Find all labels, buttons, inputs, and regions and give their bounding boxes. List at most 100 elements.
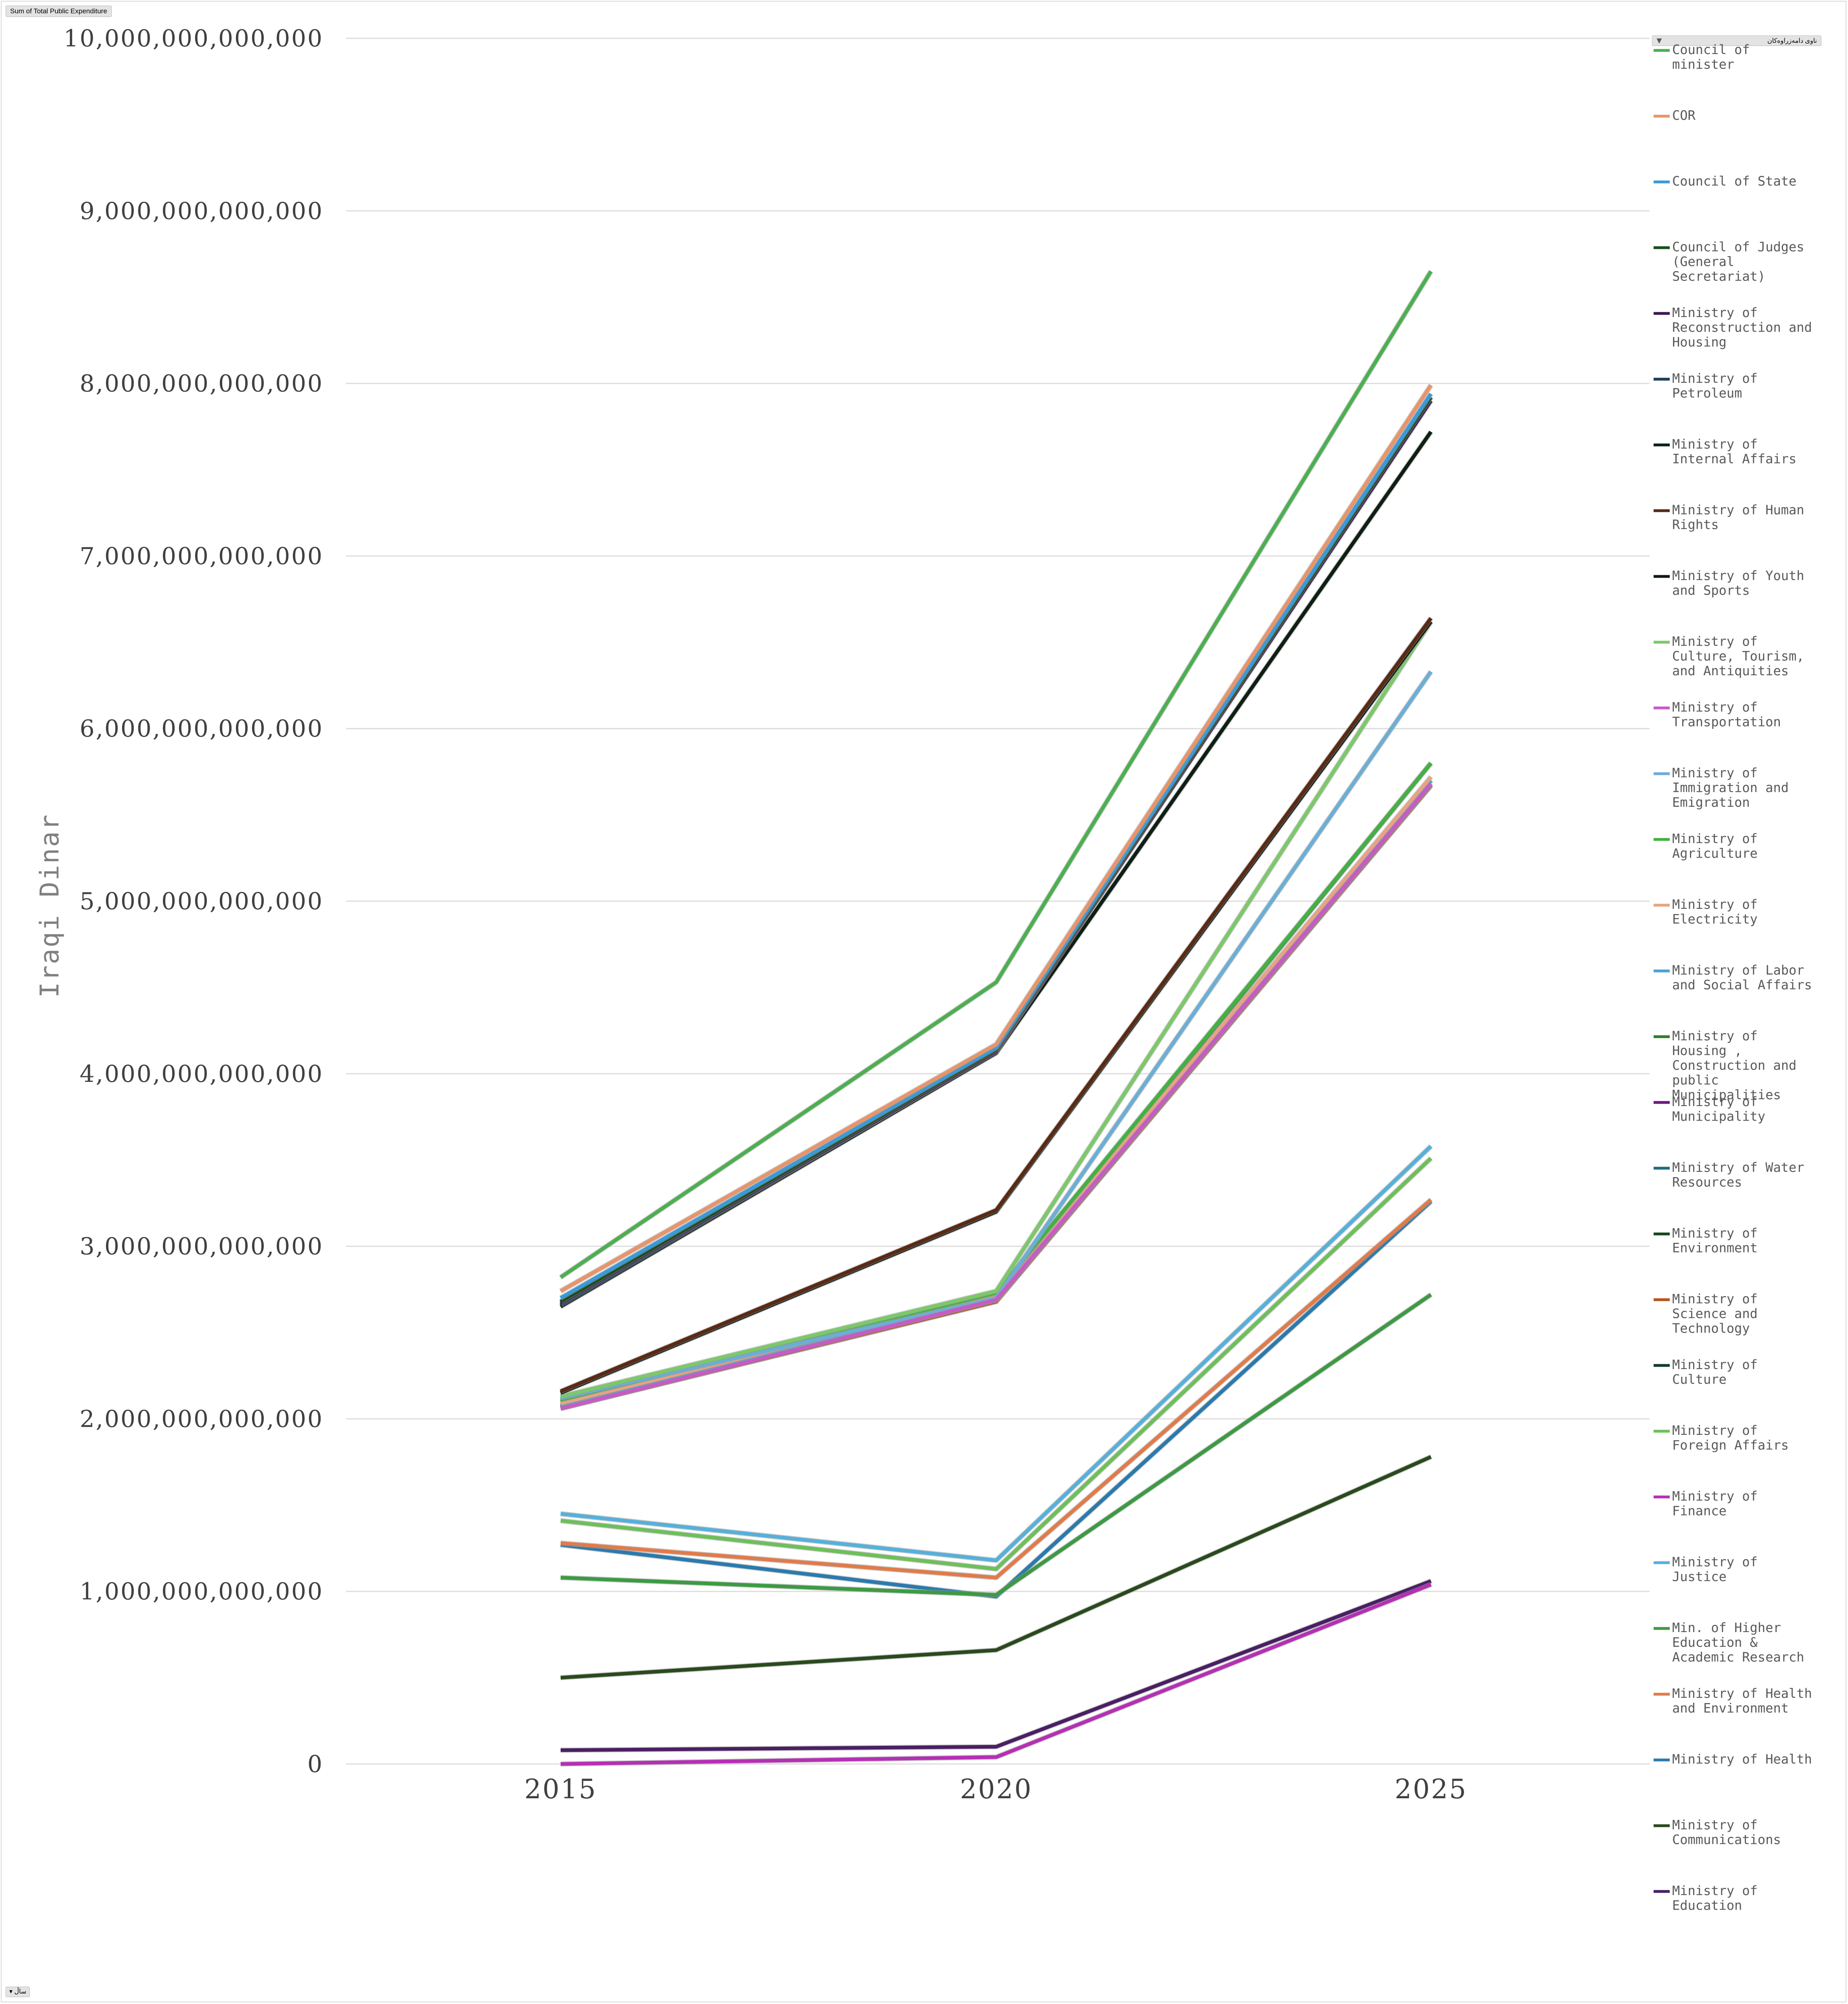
- y-tick-label: 1,000,000,000,000: [80, 1578, 323, 1605]
- legend-label: Ministry of Petroleum: [1672, 371, 1758, 401]
- legend-item[interactable]: Ministry of Municipality: [1654, 1094, 1765, 1124]
- legend-label: Council of Judges (General Secretariat): [1672, 239, 1804, 284]
- legend-label: Ministry of Agriculture: [1672, 831, 1758, 861]
- legend-field-label: ناوی دامەزراوەکان: [1767, 38, 1817, 44]
- axis-field-label: ساڵ: [14, 1988, 27, 1995]
- series-line-shadow: [560, 775, 1433, 1406]
- x-tick-label: 2020: [960, 1774, 1032, 1805]
- y-tick-label: 7,000,000,000,000: [80, 542, 323, 570]
- series-line[interactable]: [559, 396, 1433, 1303]
- series-line[interactable]: [559, 270, 1433, 1279]
- series-line[interactable]: [560, 1579, 1432, 1752]
- legend-label: Ministry of Reconstruction and Housing: [1672, 305, 1812, 350]
- legend-item[interactable]: Ministry of Water Resources: [1654, 1160, 1804, 1190]
- legend-label: Ministry of Education: [1672, 1883, 1758, 1913]
- series-line[interactable]: [560, 1145, 1433, 1562]
- filter-icon[interactable]: ▼: [1655, 35, 1664, 46]
- series-line[interactable]: [559, 430, 1433, 1309]
- series-line-shadow: [559, 270, 1433, 1280]
- series-line[interactable]: [560, 1455, 1432, 1680]
- series-line[interactable]: [559, 392, 1433, 1300]
- legend-item[interactable]: Ministry of Agriculture: [1654, 831, 1758, 861]
- legend-label: Ministry of Foreign Affairs: [1672, 1423, 1789, 1453]
- y-tick-label: 10,000,000,000,000: [64, 25, 323, 52]
- legend-item[interactable]: Ministry of Justice: [1654, 1554, 1758, 1584]
- gridlines: [346, 38, 1650, 1765]
- legend-item[interactable]: Ministry of Electricity: [1654, 897, 1758, 927]
- legend-item[interactable]: Ministry of Human Rights: [1654, 502, 1804, 532]
- series-line[interactable]: [560, 620, 1433, 1399]
- legend-item[interactable]: Ministry of Health and Environment: [1654, 1686, 1812, 1716]
- legend-item[interactable]: Ministry of Health: [1654, 1751, 1812, 1767]
- series-line-shadow: [559, 396, 1433, 1304]
- legend-item[interactable]: Ministry of Reconstruction and Housing: [1654, 305, 1812, 350]
- series-line-shadow: [559, 392, 1433, 1301]
- values-field-button[interactable]: Sum of Total Public Expenditure: [6, 6, 112, 17]
- legend-item[interactable]: Ministry of Immigration and Emigration: [1654, 765, 1789, 810]
- legend-field-button[interactable]: ▼ ناوی دامەزراوەکان: [1652, 35, 1821, 46]
- legend-label: Ministry of Water Resources: [1672, 1160, 1804, 1190]
- series-line[interactable]: [560, 776, 1433, 1405]
- legend-item[interactable]: Council of State: [1654, 173, 1796, 189]
- y-tick-label: 6,000,000,000,000: [80, 715, 323, 742]
- series-line-shadow: [559, 616, 1433, 1394]
- series-line-shadow: [559, 620, 1433, 1396]
- axis-field-button[interactable]: ▾ ساڵ: [6, 1987, 30, 1997]
- series-line[interactable]: [560, 620, 1433, 1395]
- series-line[interactable]: [559, 384, 1433, 1293]
- series-line[interactable]: [560, 1157, 1433, 1571]
- series-line[interactable]: [560, 617, 1433, 1393]
- legend-item[interactable]: Ministry of Internal Affairs: [1654, 436, 1796, 467]
- legend-item[interactable]: COR: [1654, 108, 1696, 123]
- legend-item[interactable]: Ministry of Finance: [1654, 1488, 1758, 1519]
- series-line-shadow: [559, 384, 1433, 1294]
- legend-item[interactable]: Ministry of Environment: [1654, 1225, 1758, 1256]
- legend-item[interactable]: Council of minister: [1654, 42, 1750, 72]
- legend-label: Ministry of Immigration and Emigration: [1672, 765, 1789, 810]
- legend-item[interactable]: Ministry of Communications: [1654, 1817, 1781, 1847]
- series-line[interactable]: [560, 1293, 1432, 1597]
- y-tick-label: 4,000,000,000,000: [80, 1060, 323, 1088]
- y-tick-label: 0: [307, 1750, 323, 1778]
- series-line[interactable]: [560, 1582, 1432, 1766]
- series-line-shadow: [560, 1578, 1432, 1753]
- legend-item[interactable]: Ministry of Education: [1654, 1883, 1758, 1913]
- legend-label: Ministry of Human Rights: [1672, 502, 1804, 532]
- axis-field-arrow-icon: ▾: [9, 1988, 15, 1995]
- y-tick-label: 5,000,000,000,000: [80, 887, 323, 915]
- legend-item[interactable]: Min. of Higher Education & Academic Resear…: [1654, 1620, 1804, 1665]
- series-line-shadow: [559, 430, 1433, 1309]
- series-line[interactable]: [559, 399, 1433, 1305]
- legend-item[interactable]: Ministry of Culture: [1654, 1357, 1758, 1387]
- legend-item[interactable]: Council of Judges (General Secretariat): [1654, 239, 1804, 284]
- series-line[interactable]: [559, 396, 1433, 1307]
- y-axis-tick-labels: 0 1,000,000,000,000 2,000,000,000,000 3,000…: [64, 25, 323, 1778]
- legend-item[interactable]: Ministry of Science and Technology: [1654, 1291, 1758, 1336]
- y-tick-label: 3,000,000,000,000: [80, 1233, 323, 1260]
- legend-label: Ministry of Electricity: [1672, 897, 1758, 927]
- legend-item[interactable]: Ministry of Labor and Social Affairs: [1654, 962, 1812, 993]
- legend-item[interactable]: Ministry of Culture, Tourism, and Antiquit…: [1654, 634, 1804, 678]
- x-axis-tick-labels: 2015 2020 2025: [524, 1774, 1466, 1805]
- series-lines: [559, 270, 1433, 1767]
- legend-item[interactable]: Ministry of Foreign Affairs: [1654, 1423, 1789, 1453]
- legend-item[interactable]: Ministry of Transportation: [1654, 699, 1781, 730]
- legend-item[interactable]: Ministry of Petroleum: [1654, 371, 1758, 401]
- y-tick-label: 2,000,000,000,000: [80, 1405, 323, 1432]
- legend: Council of minister COR Council of State Cou…: [1654, 42, 1812, 1913]
- legend-label: Council of minister: [1672, 42, 1750, 72]
- legend-label: Ministry of Culture: [1672, 1357, 1758, 1387]
- legend-label: Ministry of Health and Environment: [1672, 1686, 1812, 1716]
- legend-label: Ministry of Health: [1672, 1751, 1812, 1767]
- legend-label: Ministry of Transportation: [1672, 699, 1781, 730]
- legend-item[interactable]: Ministry of Housing , Construction and publ…: [1654, 1028, 1796, 1102]
- series-line-shadow: [560, 1582, 1432, 1767]
- legend-label: Council of State: [1672, 173, 1796, 189]
- y-tick-label: 8,000,000,000,000: [80, 370, 323, 397]
- legend-label: Ministry of Housing , Construction and publ…: [1672, 1028, 1796, 1102]
- series-line[interactable]: [560, 1198, 1432, 1580]
- legend-label: COR: [1672, 108, 1696, 123]
- legend-item[interactable]: Ministry of Youth and Sports: [1654, 568, 1804, 598]
- series-line[interactable]: [560, 783, 1433, 1411]
